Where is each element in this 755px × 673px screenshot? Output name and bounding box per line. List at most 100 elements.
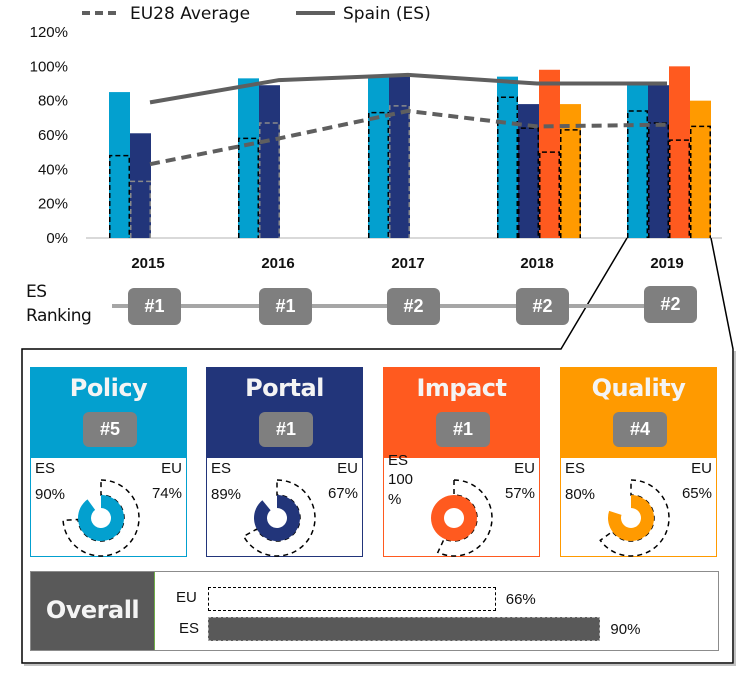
y-tick-label: 20% [38,196,68,213]
card-portal-title: Portal [245,374,324,402]
line-spain [149,72,667,105]
card-impact-donut [430,479,493,557]
ranking-label-es: ES [26,282,47,302]
card-quality-header: Quality #4 [561,368,716,458]
y-axis: 0% 20% 40% 60% 80% 100% 120% [30,24,68,247]
overall-eu-label: EU [176,589,197,606]
legend-eu28-label: EU28 Average [130,4,250,24]
overall-title: Overall [45,596,140,624]
eu-marker-impact-2018 [539,151,560,238]
card-impact-eu-label: EU [514,460,535,477]
overall-header: Overall [31,572,155,650]
ranking-badge-2018: #2 [516,288,569,325]
bar-policy-2015 [109,92,130,238]
eu-marker-impact-2019 [669,139,690,238]
card-portal-es-value: 89% [211,486,242,503]
overall-eu-bar [208,587,496,611]
card-quality-title: Quality [591,374,686,402]
card-policy: Policy #5 ES 90% EU 74% [30,367,187,557]
card-policy-es-value: 90% [35,486,66,503]
x-tick-label: 2017 [391,255,424,272]
card-portal-eu-label: EU [337,460,358,477]
card-policy-donut [62,479,140,557]
ranking-label: ES Ranking [26,280,92,328]
eu-marker-portal-2016 [259,122,280,238]
detail-panel-shadow [24,351,736,666]
bar-quality-2018 [560,104,581,238]
bar-portal-2018 [518,104,539,238]
card-quality-eu-value: 65% [681,485,712,502]
bar-portal-2019 [648,85,669,238]
bar-portal-2017 [389,74,410,239]
eu-marker-policy-2016 [238,137,259,238]
card-policy-title: Policy [69,374,148,402]
card-impact-rank: #1 [436,412,490,447]
card-portal-donut [242,479,316,557]
y-tick-label: 80% [38,93,68,110]
card-impact: Impact #1 ES 100 % EU 57% [383,367,540,557]
card-quality-es-value: 80% [565,486,596,503]
bar-impact-2019 [669,66,690,238]
card-portal-es-label: ES [211,460,232,477]
card-portal-rank: #1 [259,412,313,447]
bar-policy-2018 [497,76,518,238]
legend: EU28 Average Spain (ES) [82,4,431,24]
card-impact-eu-value: 57% [504,485,535,502]
card-policy-es-label: ES [35,460,56,477]
y-tick-label: 100% [30,58,68,75]
overall-eu-value: 66% [505,591,536,608]
overall-es-value: 90% [610,621,641,638]
card-policy-header: Policy #5 [31,368,186,458]
line-eu28-average [149,108,668,167]
bar-policy-2017 [368,74,389,239]
bar-impact-2018 [539,69,560,239]
overall-panel: Overall EU 66% ES 90% [30,571,719,651]
ranking-badge-2019: #2 [644,286,697,323]
donut-es-arc [430,495,477,541]
card-impact-header: Impact #1 [384,368,539,458]
x-tick-label: 2015 [131,255,164,272]
eu-marker-portal-2018 [518,127,539,238]
card-impact-es-label: ES [388,452,409,469]
overall-es-bar [208,617,601,641]
donut-es-arc [254,495,300,541]
card-impact-es-value: 100 % [388,471,414,508]
card-portal: Portal #1 ES 89% EU 67% [206,367,363,557]
x-tick-label: 2019 [650,255,683,272]
ranking-badge-2016: #1 [259,288,312,325]
donut-eu-arc [62,479,140,557]
card-portal-header: Portal #1 [207,368,362,458]
eu-marker-portal-2015 [130,180,151,238]
y-tick-label: 40% [38,161,68,178]
eu-marker-policy-2015 [109,154,130,238]
bar-quality-2019 [690,100,711,239]
x-tick-label: 2016 [261,255,294,272]
donut-eu-arc [599,479,670,557]
card-quality-eu-label: EU [691,460,712,477]
ranking-label-ranking: Ranking [26,306,92,326]
bar-policy-2019 [627,83,648,238]
x-tick-label: 2018 [520,255,553,272]
overall-es-label: ES [179,620,200,637]
detail-panel-frame [21,237,734,664]
card-portal-eu-value: 67% [327,485,358,502]
x-axis: 2015 2016 2017 2018 2019 [131,255,683,272]
bar-portal-2015 [130,133,151,238]
y-tick-label: 120% [30,24,68,41]
card-quality-es-label: ES [565,460,586,477]
eu-marker-portal-2017 [389,105,410,238]
bar-policy-2016 [238,78,259,238]
donut-es-arc [78,495,124,541]
y-tick-label: 60% [38,127,68,144]
legend-spain-label: Spain (ES) [343,4,431,24]
card-quality-donut [599,479,670,557]
card-policy-eu-label: EU [161,460,182,477]
donut-es-arc [608,495,654,541]
eu-marker-policy-2019 [627,110,648,238]
bar-portal-2016 [259,85,280,238]
eu-marker-quality-2019 [690,125,711,238]
ranking-badge-2017: #2 [387,288,440,325]
y-tick-label: 0% [46,230,68,247]
ranking-badge-2015: #1 [128,288,181,325]
